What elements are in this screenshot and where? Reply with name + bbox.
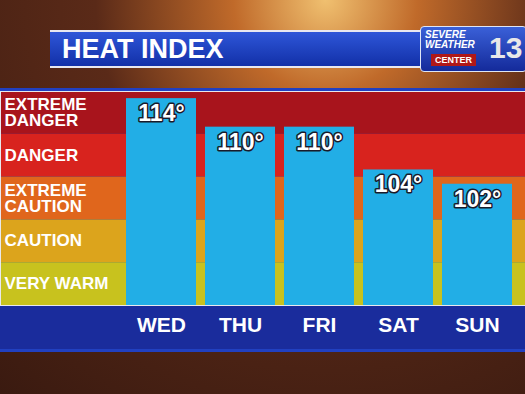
svg-text:EXTREMEDANGER: EXTREMEDANGER — [5, 95, 87, 130]
html-text:CENTER: CENTER — [435, 55, 472, 65]
html-text:WEATHER: WEATHER — [425, 39, 475, 50]
svg-text:WED: WED — [137, 313, 186, 336]
svg-text:114°: 114° — [138, 100, 184, 126]
svg-text:THU: THU — [219, 313, 262, 336]
svg-text:110°: 110° — [296, 129, 342, 155]
svg-text:DANGER: DANGER — [5, 146, 79, 165]
svg-text:102°: 102° — [454, 186, 502, 212]
svg-text:EXTREMECAUTION: EXTREMECAUTION — [5, 181, 87, 216]
svg-text:SUN: SUN — [455, 313, 499, 336]
svg-text:CAUTION: CAUTION — [5, 231, 82, 250]
svg-text:FRI: FRI — [303, 313, 337, 336]
html-text:SEVERE: SEVERE — [425, 29, 466, 40]
svg-text:VERY WARM: VERY WARM — [5, 274, 109, 293]
svg-text:104°: 104° — [375, 171, 423, 197]
svg-text:110°: 110° — [217, 129, 263, 155]
html-text:HEAT INDEX: HEAT INDEX — [62, 34, 224, 64]
html-text:13: 13 — [489, 31, 523, 64]
svg-text:SAT: SAT — [378, 313, 419, 336]
